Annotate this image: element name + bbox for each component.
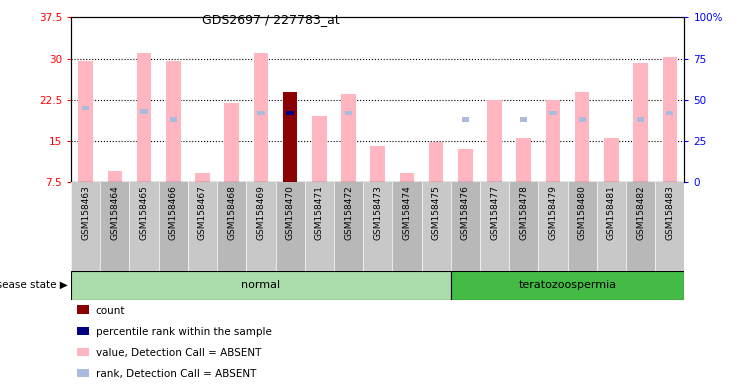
Text: rank, Detection Call = ABSENT: rank, Detection Call = ABSENT [96,369,256,379]
Text: GSM158468: GSM158468 [227,185,236,240]
Text: GDS2697 / 227783_at: GDS2697 / 227783_at [202,13,340,26]
Bar [77,348,90,356]
Bar [345,111,352,115]
Bar [188,182,217,271]
Bar [422,182,451,271]
Bar [246,182,275,271]
Text: GSM158476: GSM158476 [461,185,470,240]
Bar [257,111,265,115]
Bar [655,182,684,271]
Text: percentile rank within the sample: percentile rank within the sample [96,327,272,337]
Bar [159,182,188,271]
Text: GSM158467: GSM158467 [198,185,207,240]
Bar [480,182,509,271]
Bar [597,182,626,271]
Bar [77,326,90,335]
Text: GSM158477: GSM158477 [490,185,499,240]
Bar [516,138,531,182]
Bar [458,149,473,182]
Bar [286,111,294,115]
Bar [141,109,147,114]
Bar [82,106,89,110]
Bar [363,182,393,271]
Text: GSM158473: GSM158473 [373,185,382,240]
Text: GSM158475: GSM158475 [432,185,441,240]
Bar [578,118,586,122]
Text: value, Detection Call = ABSENT: value, Detection Call = ABSENT [96,348,261,358]
Bar [77,305,90,314]
Bar [546,100,560,182]
Bar [129,182,159,271]
Bar [637,118,644,122]
Bar [429,142,444,182]
Text: GSM158481: GSM158481 [607,185,616,240]
Bar [217,182,246,271]
Bar [77,369,90,377]
Bar [663,58,677,182]
Bar [666,111,673,115]
Bar [520,118,527,122]
Bar [539,182,568,271]
Text: GSM158478: GSM158478 [519,185,528,240]
Text: GSM158483: GSM158483 [665,185,674,240]
Bar [509,182,539,271]
Bar [341,94,356,182]
Bar [79,61,93,182]
Bar [170,118,177,122]
Bar [71,271,451,300]
Text: GSM158480: GSM158480 [577,185,586,240]
Bar [334,182,363,271]
Text: teratozoospermia: teratozoospermia [518,280,616,290]
Bar [393,182,422,271]
Bar [604,138,619,182]
Bar [71,182,100,271]
Bar [370,146,385,182]
Text: disease state ▶: disease state ▶ [0,280,67,290]
Bar [283,92,298,182]
Bar [549,111,557,115]
Text: GSM158479: GSM158479 [548,185,557,240]
Bar [195,173,209,182]
Bar [283,92,298,182]
Bar [108,171,122,182]
Bar [137,53,151,182]
Bar [462,118,469,122]
Bar [224,103,239,182]
Text: GSM158472: GSM158472 [344,185,353,240]
Text: GSM158470: GSM158470 [286,185,295,240]
Text: GSM158463: GSM158463 [82,185,91,240]
Text: GSM158465: GSM158465 [140,185,149,240]
Text: GSM158466: GSM158466 [169,185,178,240]
Text: GSM158471: GSM158471 [315,185,324,240]
Bar [254,53,269,182]
Bar [100,182,129,271]
Bar [634,63,648,182]
Bar [312,116,327,182]
Bar [487,100,502,182]
Bar [626,182,655,271]
Text: GSM158464: GSM158464 [111,185,120,240]
Text: GSM158482: GSM158482 [636,185,645,240]
Bar [275,182,304,271]
Text: GSM158469: GSM158469 [257,185,266,240]
Bar [399,173,414,182]
Bar [286,111,294,115]
Bar [166,61,180,182]
Bar [575,92,589,182]
Bar [451,182,480,271]
Text: count: count [96,306,125,316]
Bar [451,271,684,300]
Bar [568,182,597,271]
Text: normal: normal [242,280,280,290]
Text: GSM158474: GSM158474 [402,185,411,240]
Bar [304,182,334,271]
